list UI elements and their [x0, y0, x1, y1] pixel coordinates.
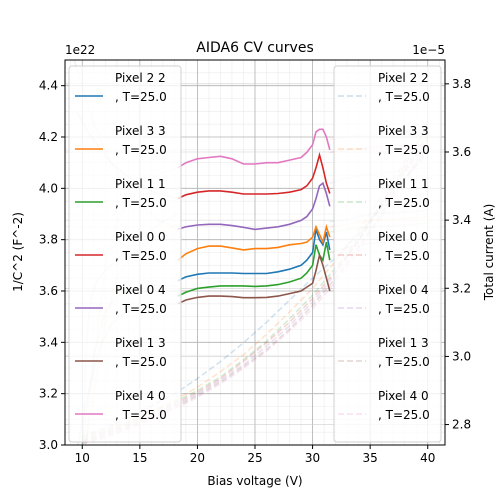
- chart-title: AIDA6 CV curves: [196, 40, 314, 56]
- x-tick-label: 30: [305, 451, 320, 465]
- legend-label-suffix: , T=25.0: [115, 355, 167, 369]
- cv-series-line-16: [177, 252, 331, 305]
- legend-right-frame: [333, 65, 442, 443]
- y2-tick-label: 2.8: [452, 418, 471, 432]
- legend-label-suffix: , T=25.0: [115, 408, 167, 422]
- y2-tick-label: 3.0: [452, 349, 471, 363]
- x-tick-label: 15: [132, 451, 147, 465]
- y-tick-label: 3.6: [39, 284, 58, 298]
- legend-label-suffix: , T=25.0: [115, 249, 167, 263]
- cv-series-line-1: [177, 229, 331, 282]
- legend-label-suffix: , T=25.0: [378, 408, 430, 422]
- cv-series-line-4: [177, 223, 331, 261]
- y-tick-label: 4.4: [39, 79, 58, 93]
- legend-left-frame: [68, 65, 182, 443]
- y2-tick-label: 3.2: [452, 281, 471, 295]
- y2-axis-scale-label: 1e−5: [412, 43, 445, 57]
- legend-label: Pixel 1 1: [378, 177, 429, 191]
- y-axis-label: 1/C^2 (F^-2): [11, 212, 25, 292]
- legend-right: Pixel 2 2 , T=25.0 Pixel 3 3 , T=25.0 Pixel …: [333, 65, 442, 443]
- y-axis-ticks: 3.0 3.2 3.4 3.6 3.8 4.0 4.2 4.4: [39, 79, 65, 452]
- y-tick-label: 4.2: [39, 130, 58, 144]
- y2-tick-label: 3.4: [452, 213, 471, 227]
- x-tick-label: 25: [247, 451, 262, 465]
- legend-label: Pixel 2 2: [378, 71, 429, 85]
- legend-label: Pixel 0 4: [378, 283, 429, 297]
- legend-label-suffix: , T=25.0: [378, 90, 430, 104]
- legend-label-suffix: , T=25.0: [115, 302, 167, 316]
- x-tick-label: 40: [420, 451, 435, 465]
- y-tick-label: 4.0: [39, 181, 58, 195]
- x-tick-label: 35: [363, 451, 378, 465]
- legend-label: Pixel 0 0: [115, 230, 166, 244]
- legend-label: Pixel 3 3: [115, 124, 166, 138]
- x-tick-label: 10: [75, 451, 90, 465]
- legend-label: Pixel 1 3: [378, 336, 429, 350]
- y-tick-label: 3.8: [39, 233, 58, 247]
- y2-axis-ticks: 2.8 3.0 3.2 3.4 3.6 3.8: [445, 77, 471, 432]
- legend-label: Pixel 2 2: [115, 71, 166, 85]
- y-tick-label: 3.0: [39, 438, 58, 452]
- x-axis-label: Bias voltage (V): [207, 474, 302, 488]
- y-tick-label: 3.2: [39, 387, 58, 401]
- legend-label-suffix: , T=25.0: [115, 90, 167, 104]
- legend-label-suffix: , T=25.0: [378, 143, 430, 157]
- legend-label: Pixel 1 3: [115, 336, 166, 350]
- legend-label-suffix: , T=25.0: [115, 196, 167, 210]
- cv-series-line-10: [177, 151, 331, 200]
- y2-tick-label: 3.8: [452, 77, 471, 91]
- x-tick-label: 20: [190, 451, 205, 465]
- y-axis-scale-label: 1e22: [65, 43, 95, 57]
- legend-label: Pixel 3 3: [378, 124, 429, 138]
- y2-axis-label: Total current (A): [482, 204, 496, 302]
- y2-tick-label: 3.6: [452, 145, 471, 159]
- cv-series-line-19: [177, 128, 331, 169]
- legend-label: Pixel 4 0: [378, 389, 429, 403]
- cv-series-line-13: [177, 181, 331, 231]
- legend-label: Pixel 1 1: [115, 177, 166, 191]
- y-tick-label: 3.4: [39, 335, 58, 349]
- x-axis-ticks: 10 15 20 25 30 35 40: [75, 445, 435, 465]
- legend-label: Pixel 0 4: [115, 283, 166, 297]
- legend-label-suffix: , T=25.0: [378, 302, 430, 316]
- legend-label-suffix: , T=25.0: [378, 196, 430, 210]
- legend-label-suffix: , T=25.0: [378, 355, 430, 369]
- legend-label: Pixel 4 0: [115, 389, 166, 403]
- legend-label-suffix: , T=25.0: [378, 249, 430, 263]
- legend-left: Pixel 2 2 , T=25.0 Pixel 3 3 , T=25.0 Pixel …: [68, 65, 182, 443]
- legend-label-suffix: , T=25.0: [115, 143, 167, 157]
- legend-label: Pixel 0 0: [378, 230, 429, 244]
